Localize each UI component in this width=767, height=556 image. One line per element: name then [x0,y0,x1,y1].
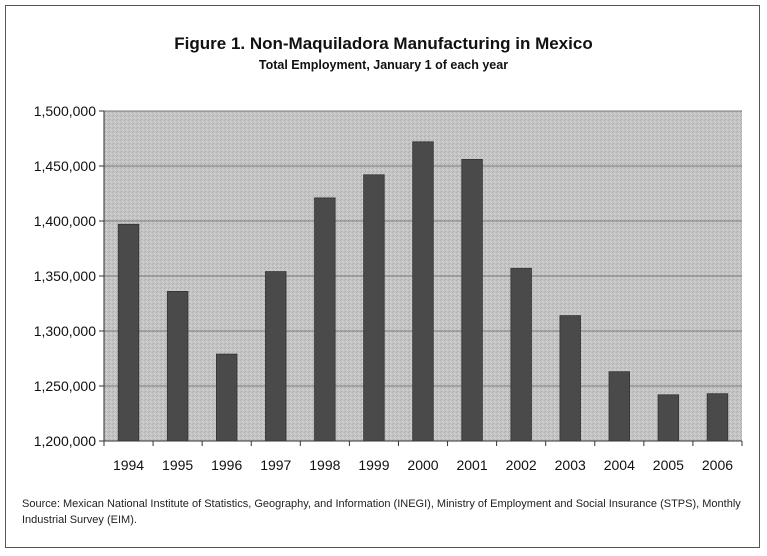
x-tick-label: 2003 [555,457,586,473]
x-tick-label: 2000 [407,457,438,473]
x-tick-label: 2002 [506,457,537,473]
x-tick-label: 2005 [653,457,684,473]
x-tick-label: 1995 [162,457,193,473]
y-tick-label: 1,250,000 [34,378,96,394]
bar-1995 [166,290,189,442]
bar-2004 [608,371,631,442]
bar-2005 [657,394,680,442]
x-tick-label: 1998 [309,457,340,473]
x-tick-label: 2006 [702,457,733,473]
bar-1996 [215,353,238,442]
bar-1994 [117,223,140,442]
bar-1999 [363,174,385,442]
y-tick-label: 1,200,000 [34,433,96,449]
bar-1997 [265,271,287,442]
y-tick-label: 1,300,000 [34,323,96,339]
chart-subtitle: Total Employment, January 1 of each year [258,58,509,72]
bar-2003 [559,315,581,442]
x-tick-label: 1994 [113,457,144,473]
x-tick-label: 1996 [211,457,242,473]
bar-2000 [412,141,434,442]
y-tick-label: 1,450,000 [34,158,96,174]
y-tick-label: 1,400,000 [34,213,96,229]
bar-2006 [706,393,729,442]
bar-1998 [314,197,336,442]
y-tick-label: 1,500,000 [34,103,96,119]
bar-2002 [510,267,532,442]
chart-title: Figure 1. Non-Maquiladora Manufacturing … [174,34,593,53]
x-tick-label: 2001 [456,457,487,473]
x-tick-label: 2004 [604,457,635,473]
source-note: Source: Mexican National Institute of St… [22,498,741,526]
x-tick-label: 1997 [260,457,291,473]
y-tick-label: 1,350,000 [34,268,96,284]
bar-2001 [461,158,483,442]
x-tick-label: 1999 [358,457,389,473]
